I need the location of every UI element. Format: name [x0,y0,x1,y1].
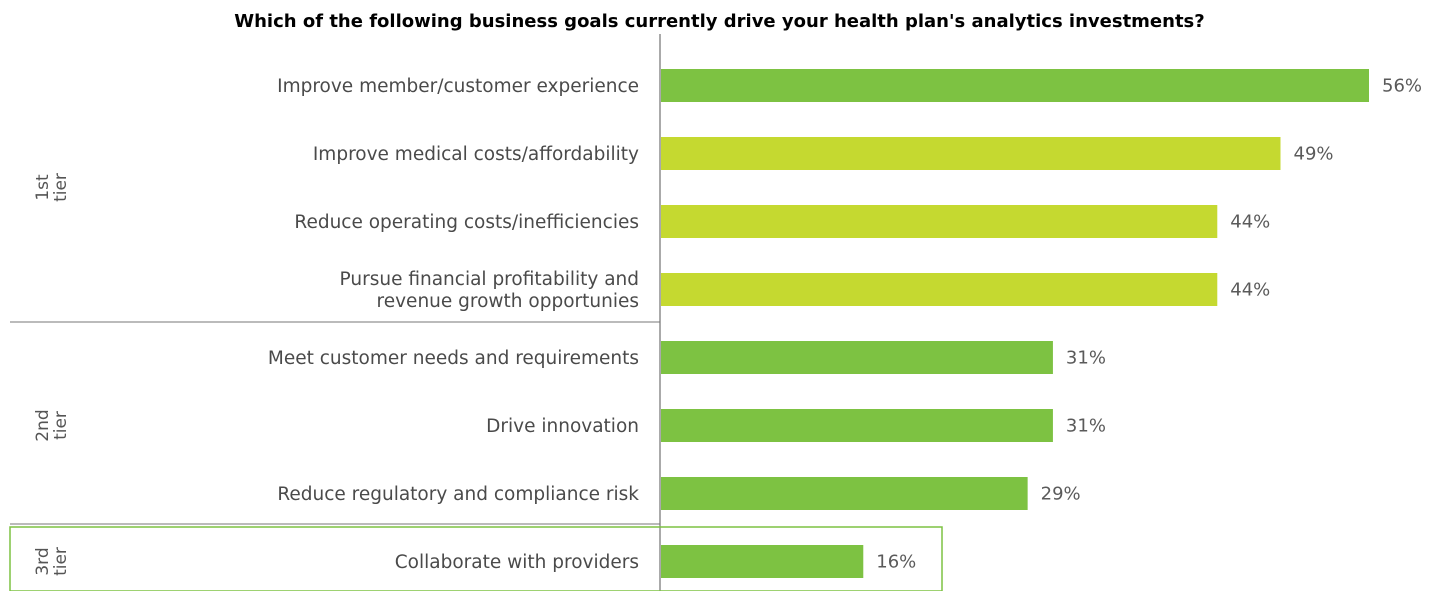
bar [661,137,1281,170]
bar-value-label: 44% [1230,212,1270,233]
chart-title: Which of the following business goals cu… [234,11,1205,32]
category-label: Collaborate with providers [395,552,639,573]
category-label: Improve member/customer experience [277,76,639,97]
bar-value-label: 56% [1382,76,1422,97]
category-label: Drive innovation [486,416,639,437]
tier-label-line: 3rd [33,547,53,575]
category-label: Reduce regulatory and compliance risk [277,484,639,505]
tier-label-line: tier [51,173,71,202]
tier-3-highlight-box [9,526,943,591]
category-label: revenue growth opportunies [377,291,639,312]
category-label: Meet customer needs and requirements [268,348,639,369]
category-label: Reduce operating costs/inefficiencies [294,212,639,233]
bar-value-label: 44% [1230,280,1270,301]
bar [661,477,1028,510]
bar-value-label: 29% [1041,484,1081,505]
bar [661,545,864,578]
tier-label-line: 2nd [33,409,53,441]
tier-label-line: 1st [33,174,53,201]
bar-value-label: 16% [876,552,916,573]
bar-value-label: 31% [1066,416,1106,437]
bar-value-label: 49% [1294,144,1334,165]
bar [661,341,1053,374]
tier-label-line: tier [51,411,71,440]
bar [661,273,1218,306]
bar [661,69,1369,102]
category-label: Improve medical costs/affordability [313,144,639,165]
tier-label-line: tier [51,547,71,576]
bar [661,409,1053,442]
bar [661,205,1218,238]
bar-value-label: 31% [1066,348,1106,369]
category-label: Pursue financial profitability and [340,269,639,290]
